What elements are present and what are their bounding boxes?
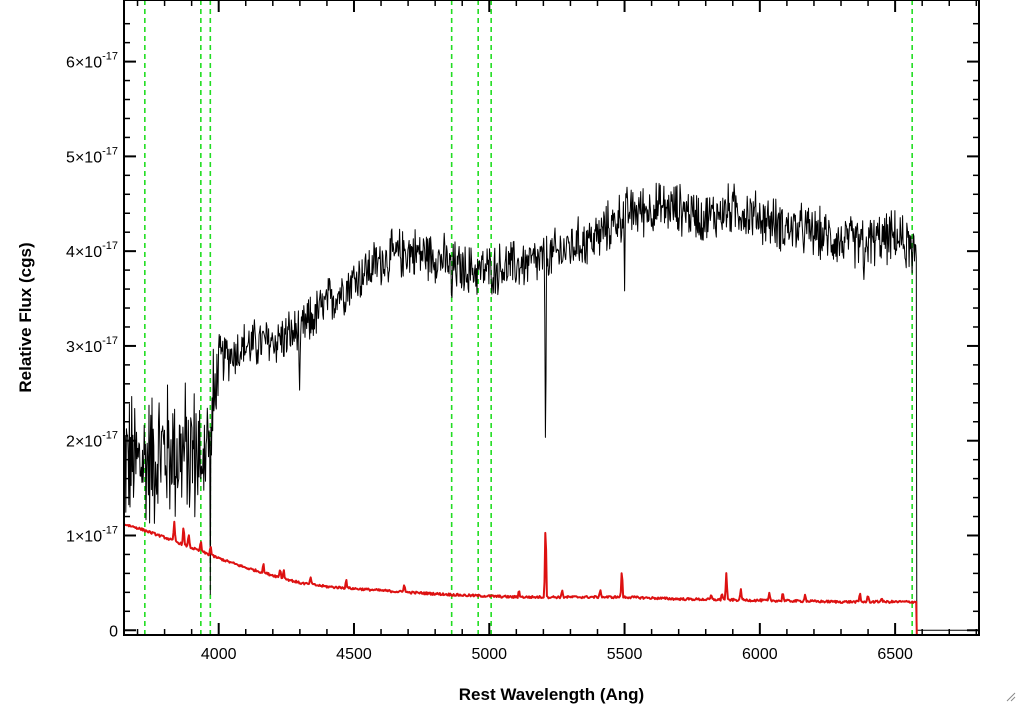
- plot-frame: [123, 0, 980, 636]
- y-axis-label: Relative Flux (cgs): [16, 242, 35, 392]
- resize-grip-icon[interactable]: [1004, 690, 1016, 702]
- spectrum-line-observed: [123, 182, 979, 631]
- y-tick-label: 6×10-17: [66, 51, 118, 72]
- y-tick-label: 5×10-17: [66, 145, 118, 166]
- x-tick-label: 4500: [336, 646, 372, 663]
- x-tick-label: 4000: [201, 646, 237, 663]
- axis-ticks: [124, 0, 979, 635]
- x-tick-label: 6000: [742, 646, 778, 663]
- tick-labels: 4000 4500 5000 5500 6000 6500 0 1×10-17 2×10-17 3…: [66, 51, 913, 663]
- x-tick-label: 5000: [471, 646, 507, 663]
- y-tick-label: 0: [109, 623, 118, 640]
- reference-lines: [144, 0, 913, 635]
- x-tick-label: 6500: [877, 646, 913, 663]
- x-tick-label: 5500: [607, 646, 643, 663]
- y-tick-label: 3×10-17: [66, 335, 118, 356]
- y-tick-label: 1×10-17: [66, 524, 118, 545]
- y-tick-label: 4×10-17: [66, 240, 118, 261]
- series-layer: [123, 182, 979, 636]
- spectrum-line-model: [123, 520, 979, 636]
- y-tick-label: 2×10-17: [66, 430, 118, 451]
- x-axis-label: Rest Wavelength (Ang): [459, 685, 644, 704]
